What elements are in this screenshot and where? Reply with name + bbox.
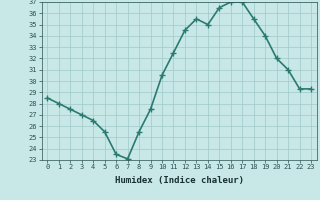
X-axis label: Humidex (Indice chaleur): Humidex (Indice chaleur) xyxy=(115,176,244,185)
